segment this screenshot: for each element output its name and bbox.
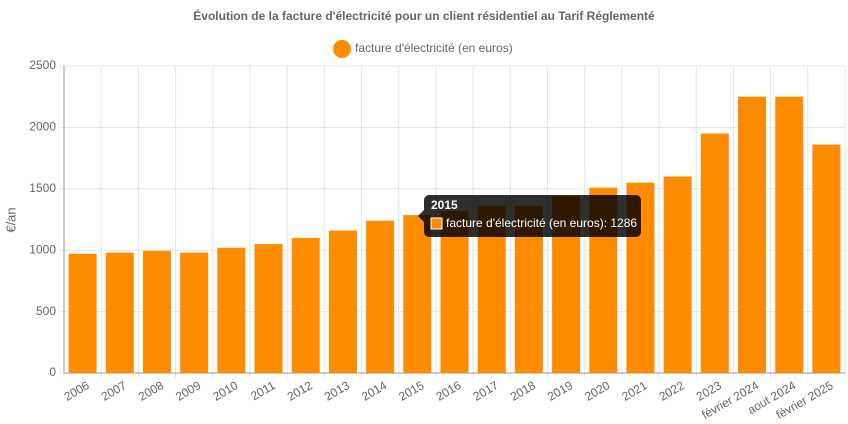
bar [68, 253, 97, 373]
bar [291, 237, 320, 373]
bar [180, 252, 209, 373]
x-tick-label: 2022 [657, 378, 687, 404]
bar [328, 230, 357, 373]
bar [738, 96, 767, 373]
x-tick-label: 2020 [582, 378, 612, 404]
x-tick-label: 2012 [285, 378, 315, 404]
bar [217, 247, 246, 373]
y-tick-label: 2000 [29, 120, 56, 134]
legend-marker [333, 40, 351, 58]
bar [254, 244, 283, 373]
tooltip: 2015 facture d'électricité (en euros): 12… [418, 195, 641, 237]
x-tick-label: 2011 [248, 378, 278, 403]
tooltip-caret [418, 210, 424, 222]
y-tick-label: 1500 [29, 181, 56, 195]
x-tick-label: 2008 [136, 378, 166, 404]
bar [366, 220, 395, 373]
x-tick-label: 2019 [545, 378, 575, 404]
y-tick-label: 0 [49, 365, 56, 379]
x-tick-label: 2017 [471, 378, 501, 404]
bar [105, 252, 134, 373]
chart-title: Évolution de la facture d'électricité po… [193, 8, 655, 23]
tooltip-text: facture d'électricité (en euros): 1286 [446, 216, 637, 230]
tooltip-title: 2015 [431, 198, 458, 212]
x-tick-label: 2010 [210, 378, 240, 404]
legend-label: facture d'électricité (en euros) [355, 41, 513, 55]
x-tick-label: 2013 [322, 378, 352, 404]
x-tick-label: 2014 [359, 378, 389, 404]
bar [142, 250, 171, 373]
tooltip-swatch [430, 217, 443, 230]
y-tick-label: 500 [36, 304, 56, 318]
bar [775, 96, 804, 373]
bar [663, 176, 692, 373]
tooltip-box [424, 195, 641, 237]
x-tick-label: 2006 [62, 378, 92, 404]
y-tick-label: 2500 [29, 58, 56, 72]
y-axis-label: €/an [3, 207, 18, 232]
bar [440, 210, 469, 373]
x-tick-label: 2009 [173, 378, 203, 404]
x-tick-label: 2018 [508, 378, 538, 404]
x-tick-label: 2015 [396, 378, 426, 404]
bar [403, 215, 432, 373]
x-tick-label: 2021 [619, 378, 649, 404]
y-tick-label: 1000 [29, 242, 56, 256]
bar [812, 144, 841, 373]
bar [700, 133, 729, 373]
x-tick-label: 2007 [99, 378, 129, 404]
x-tick-label: 2016 [433, 378, 463, 404]
